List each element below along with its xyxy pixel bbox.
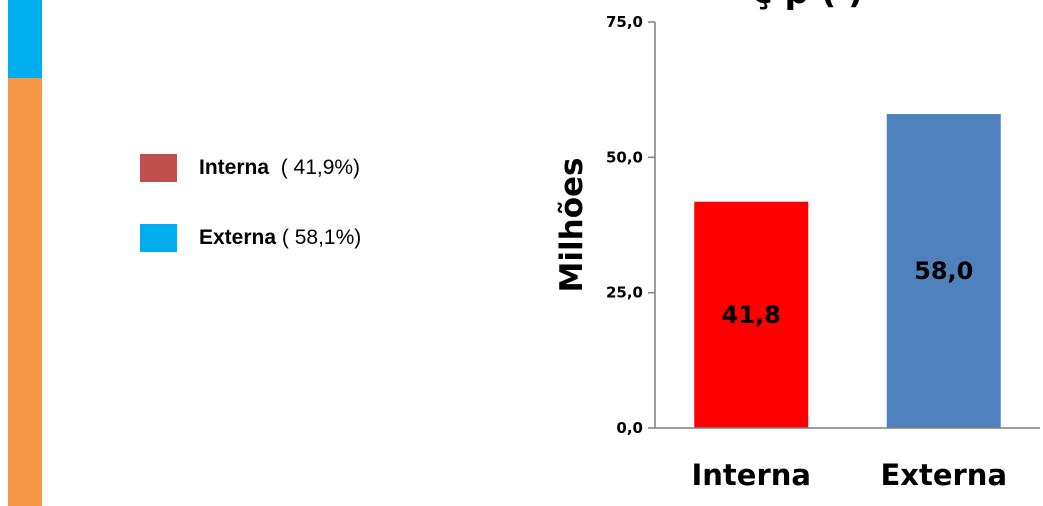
legend-swatch-interna: [140, 154, 177, 182]
bar-interna: [694, 201, 809, 428]
legend-item-interna: Interna ( 41,9%): [140, 150, 361, 186]
bar-externa: [886, 114, 1001, 428]
accent-stripe-bottom: [8, 78, 42, 506]
x-axis-labels: Interna Externa: [692, 458, 1008, 492]
x-tick-label-interna: Interna: [692, 458, 811, 492]
y-axis-title: Milhões: [554, 158, 590, 293]
value-labels: 41,8 58,0: [722, 257, 974, 329]
chart-title-fragment: ç p ( ): [752, 0, 863, 12]
value-label-interna: 41,8: [722, 301, 781, 329]
y-tick-label: 0,0: [616, 419, 643, 437]
y-tick-label: 25,0: [606, 284, 643, 302]
x-tick-label-externa: Externa: [880, 458, 1007, 492]
legend-percent-interna: ( 41,9%): [280, 156, 361, 179]
legend-label-externa: Externa: [199, 226, 277, 249]
legend-label-interna: Interna: [199, 156, 270, 179]
y-axis-ticks: 0,0 25,0 50,0 75,0: [606, 13, 655, 437]
legend-item-externa: Externa ( 58,1%): [140, 220, 361, 256]
accent-stripe-top: [8, 0, 42, 78]
legend-percent-externa: ( 58,1%): [281, 226, 362, 249]
legend-text-interna: Interna ( 41,9%): [199, 156, 360, 180]
legend-text-externa: Externa ( 58,1%): [199, 226, 361, 250]
bars: [694, 114, 1001, 428]
legend: Interna ( 41,9%) Externa ( 58,1%): [140, 150, 361, 290]
value-label-externa: 58,0: [914, 257, 973, 285]
y-tick-label: 50,0: [606, 148, 643, 166]
y-tick-label: 75,0: [606, 13, 643, 31]
legend-swatch-externa: [140, 224, 177, 252]
